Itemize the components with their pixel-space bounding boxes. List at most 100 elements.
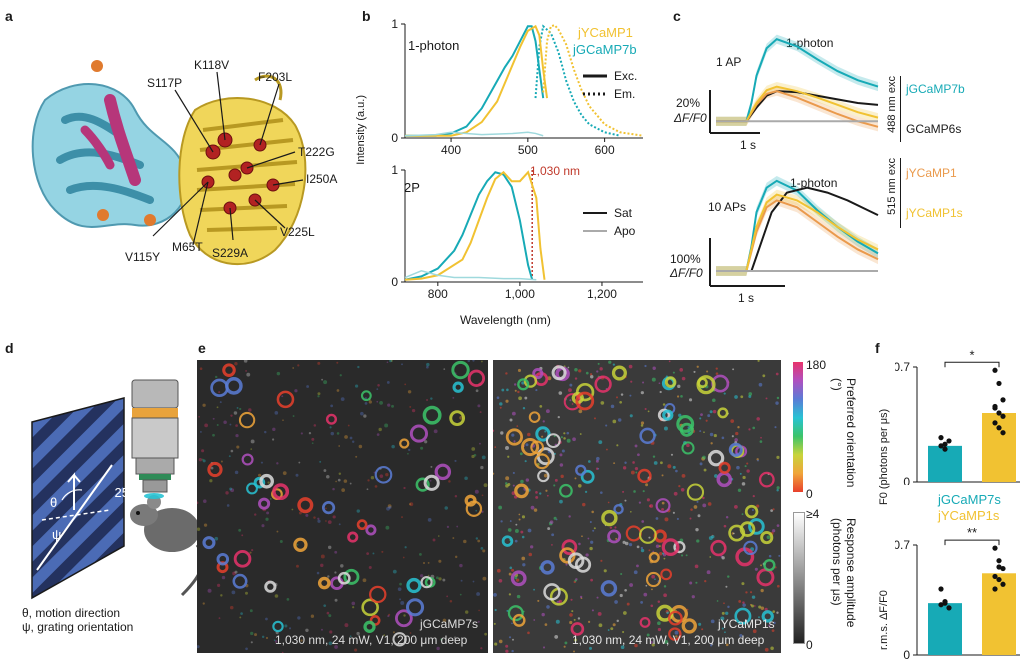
neuron xyxy=(575,464,587,476)
chart-f-bottom: 0.7 0 ** xyxy=(895,525,1020,660)
neuropil-speck xyxy=(326,474,330,479)
neuropil-speck xyxy=(679,368,684,372)
neuropil-speck xyxy=(727,605,730,609)
series-line-jycamp1 xyxy=(405,24,549,137)
neuropil-speck xyxy=(197,527,201,531)
neuropil-speck xyxy=(599,367,603,371)
neuropil-speck xyxy=(766,535,771,540)
neuropil-speck xyxy=(210,466,214,470)
neuropil-speck xyxy=(756,417,760,421)
neuropil-speck xyxy=(605,448,608,451)
neuropil-speck xyxy=(514,389,517,392)
neuron xyxy=(361,598,379,617)
neuropil-speck xyxy=(493,622,496,625)
neuropil-speck xyxy=(274,640,278,643)
neuropil-speck xyxy=(642,381,645,384)
neuropil-speck xyxy=(643,592,648,597)
neuropil-speck xyxy=(578,369,582,373)
neuropil-speck xyxy=(748,428,751,431)
neuropil-speck xyxy=(203,499,207,503)
mutation-label: T222G xyxy=(298,145,335,159)
neuropil-speck xyxy=(680,487,685,492)
neuropil-speck xyxy=(695,527,699,532)
neuropil-speck xyxy=(677,384,681,389)
c-bottom-scale-x: 1 s xyxy=(738,291,755,305)
neuropil-speck xyxy=(733,504,738,509)
theta-symbol: θ xyxy=(50,495,58,510)
neuropil-speck xyxy=(649,504,654,508)
neuropil-speck xyxy=(403,486,406,490)
neuropil-speck xyxy=(721,556,725,560)
neuropil-speck xyxy=(433,429,438,434)
neuropil-speck xyxy=(593,527,596,530)
neuropil-speck xyxy=(335,480,337,483)
neuropil-speck xyxy=(366,488,369,491)
neuron xyxy=(551,365,567,381)
neuropil-speck xyxy=(400,601,405,605)
neuropil-speck xyxy=(710,442,713,445)
neuropil-speck xyxy=(535,389,538,392)
neuropil-speck xyxy=(642,490,645,493)
neuropil-speck xyxy=(644,407,647,411)
neuropil-speck xyxy=(735,431,739,436)
neuropil-speck xyxy=(559,453,563,457)
y-tick-label: 0 xyxy=(391,131,398,145)
data-point xyxy=(942,598,948,605)
neuropil-speck xyxy=(499,402,503,406)
neuropil-speck xyxy=(292,367,295,369)
mutation-label: V225L xyxy=(280,225,315,239)
neuropil-speck xyxy=(217,583,221,587)
neuropil-speck xyxy=(429,479,432,482)
neuropil-speck xyxy=(589,546,593,551)
neuropil-speck xyxy=(691,595,695,599)
neuropil-speck xyxy=(632,461,635,464)
neuropil-speck xyxy=(595,459,599,463)
mutation-label: V115Y xyxy=(125,250,161,264)
neuron xyxy=(664,376,677,388)
neuropil-speck xyxy=(587,620,591,623)
neuropil-speck xyxy=(328,614,332,618)
bar-jgcamp7s xyxy=(928,603,962,655)
neuron xyxy=(521,438,540,457)
neuropil-speck xyxy=(368,565,372,569)
neuropil-speck xyxy=(703,468,707,472)
neuropil-speck xyxy=(282,419,284,422)
neuropil-speck xyxy=(199,367,203,371)
neuropil-speck xyxy=(296,564,299,568)
neuron xyxy=(543,583,561,601)
neuropil-speck xyxy=(640,600,644,604)
neuropil-speck xyxy=(267,481,270,484)
neuropil-speck xyxy=(234,570,238,574)
data-point xyxy=(996,380,1002,387)
neuropil-speck xyxy=(567,366,570,369)
neuropil-speck xyxy=(725,643,729,647)
neuropil-speck xyxy=(762,374,766,378)
neuropil-speck xyxy=(664,639,669,644)
neuron xyxy=(743,540,758,556)
neuropil-speck xyxy=(250,439,255,444)
neuropil-speck xyxy=(327,545,332,550)
neuropil-speck xyxy=(723,524,727,528)
neuropil-speck xyxy=(660,461,663,465)
neuropil-speck xyxy=(709,410,713,414)
neuropil-speck xyxy=(589,646,593,650)
orient-min: 0 xyxy=(806,487,813,501)
b-bottom-style-legend-marks xyxy=(583,212,607,232)
legend-jgcamp7s: jGCaMP7s xyxy=(938,492,1001,507)
neuropil-speck xyxy=(685,554,688,557)
neuropil-speck xyxy=(508,593,512,596)
neuropil-speck xyxy=(652,455,656,458)
neuropil-speck xyxy=(527,631,530,635)
neuropil-speck xyxy=(614,600,618,604)
neuropil-speck xyxy=(351,601,356,606)
neuropil-speck xyxy=(435,576,439,580)
neuropil-speck xyxy=(311,437,315,441)
neuropil-speck xyxy=(709,432,714,437)
neuropil-speck xyxy=(607,501,610,504)
neuropil-speck xyxy=(272,427,276,432)
neuropil-speck xyxy=(404,546,407,549)
neuropil-speck xyxy=(327,575,330,578)
neuropil-speck xyxy=(770,646,774,651)
neuropil-speck xyxy=(579,595,583,599)
neuropil-speck xyxy=(551,533,555,537)
